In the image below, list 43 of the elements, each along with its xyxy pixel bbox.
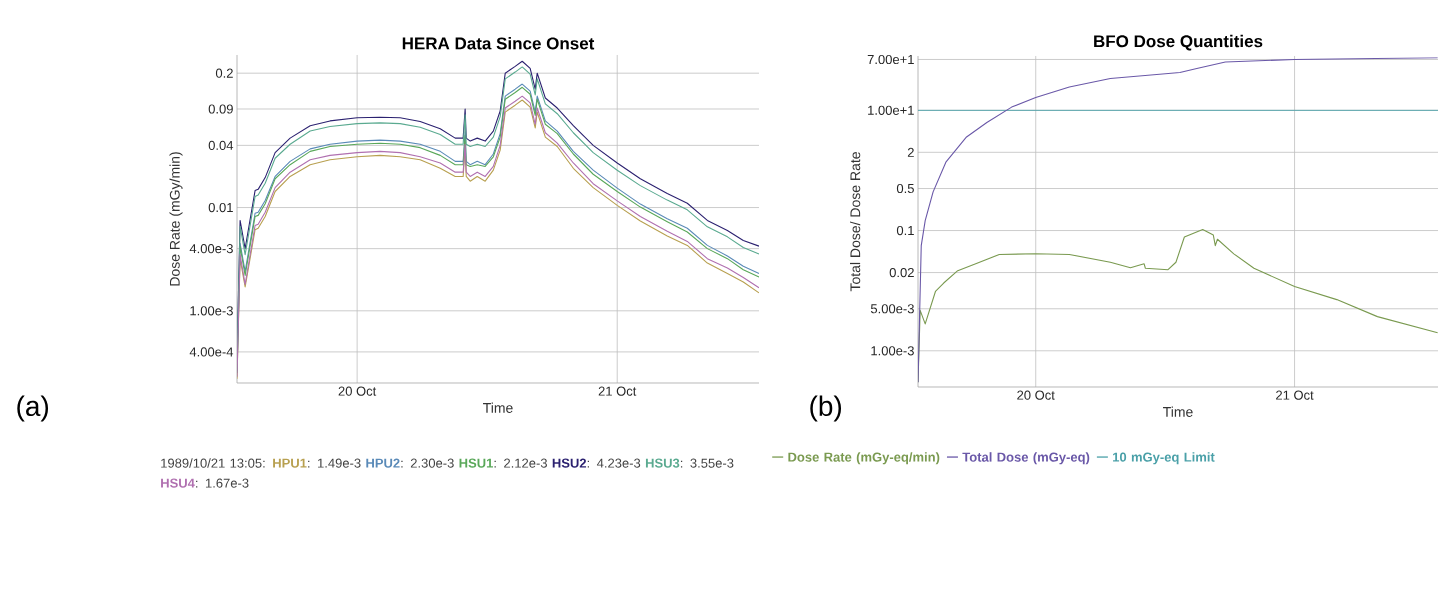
text: : 2.30e-3 bbox=[401, 458, 454, 468]
y-tick-label: 0.02 bbox=[889, 267, 914, 278]
text: : 1.49e-3 bbox=[308, 458, 361, 468]
y-tick-label: 0.09 bbox=[208, 104, 233, 114]
y-tick-label: 4.00e-4 bbox=[189, 347, 234, 357]
chart-title: HERA Data Since Onset bbox=[402, 36, 595, 50]
legend-label: Dose Rate (mGy-eq/min) bbox=[788, 452, 940, 465]
text: : 3.55e-3 bbox=[680, 458, 734, 468]
text: : 2.12e-3 bbox=[494, 458, 547, 468]
text: (b) bbox=[810, 395, 842, 422]
legend-label: 10 mGy-eq Limit bbox=[1113, 452, 1215, 465]
x-tick-label: 21 Oct bbox=[1276, 390, 1314, 400]
chart-title: BFO Dose Quantities bbox=[1094, 34, 1263, 51]
y-axis-title: Dose Rate (mGy/min) bbox=[169, 152, 183, 286]
text: (a) bbox=[17, 395, 49, 422]
y-tick-label: 2 bbox=[907, 147, 914, 157]
y-axis-title: Total Dose/ Dose Rate bbox=[849, 152, 861, 292]
text: HPU1 bbox=[273, 458, 307, 468]
text: 1989/10/21 13:05: bbox=[161, 458, 265, 468]
text: HPU2 bbox=[366, 458, 400, 468]
legend-label: Total Dose (mGy-eq) bbox=[962, 452, 1090, 465]
text: HSU2 bbox=[552, 458, 587, 468]
y-tick-label: 5.00e-3 bbox=[870, 304, 914, 314]
text: HSU3 bbox=[645, 458, 680, 468]
y-tick-label: 7.00e+1 bbox=[867, 54, 914, 65]
y-tick-label: 1.00e-3 bbox=[190, 306, 233, 316]
text: HSU4 bbox=[161, 478, 195, 488]
y-tick-label: 1.00e-3 bbox=[871, 346, 914, 356]
y-tick-label: 0.04 bbox=[208, 140, 234, 150]
x-tick-label: 21 Oct bbox=[598, 386, 637, 396]
x-tick-label: 20 Oct bbox=[1017, 390, 1055, 400]
x-axis-title: Time bbox=[1163, 406, 1193, 417]
y-tick-label: 1.00e+1 bbox=[868, 105, 914, 115]
text: : 1.67e-3 bbox=[196, 478, 249, 488]
text: HSU1 bbox=[459, 458, 493, 468]
y-tick-label: 0.2 bbox=[215, 68, 233, 78]
y-tick-label: 0.5 bbox=[896, 183, 914, 194]
text: : 4.23e-3 bbox=[587, 458, 641, 468]
x-tick-label: 20 Oct bbox=[338, 386, 377, 396]
y-tick-label: 4.00e-3 bbox=[189, 244, 233, 254]
y-tick-label: 0.1 bbox=[896, 225, 914, 236]
y-tick-label: 0.01 bbox=[208, 202, 233, 213]
x-axis-title: Time bbox=[483, 402, 513, 413]
